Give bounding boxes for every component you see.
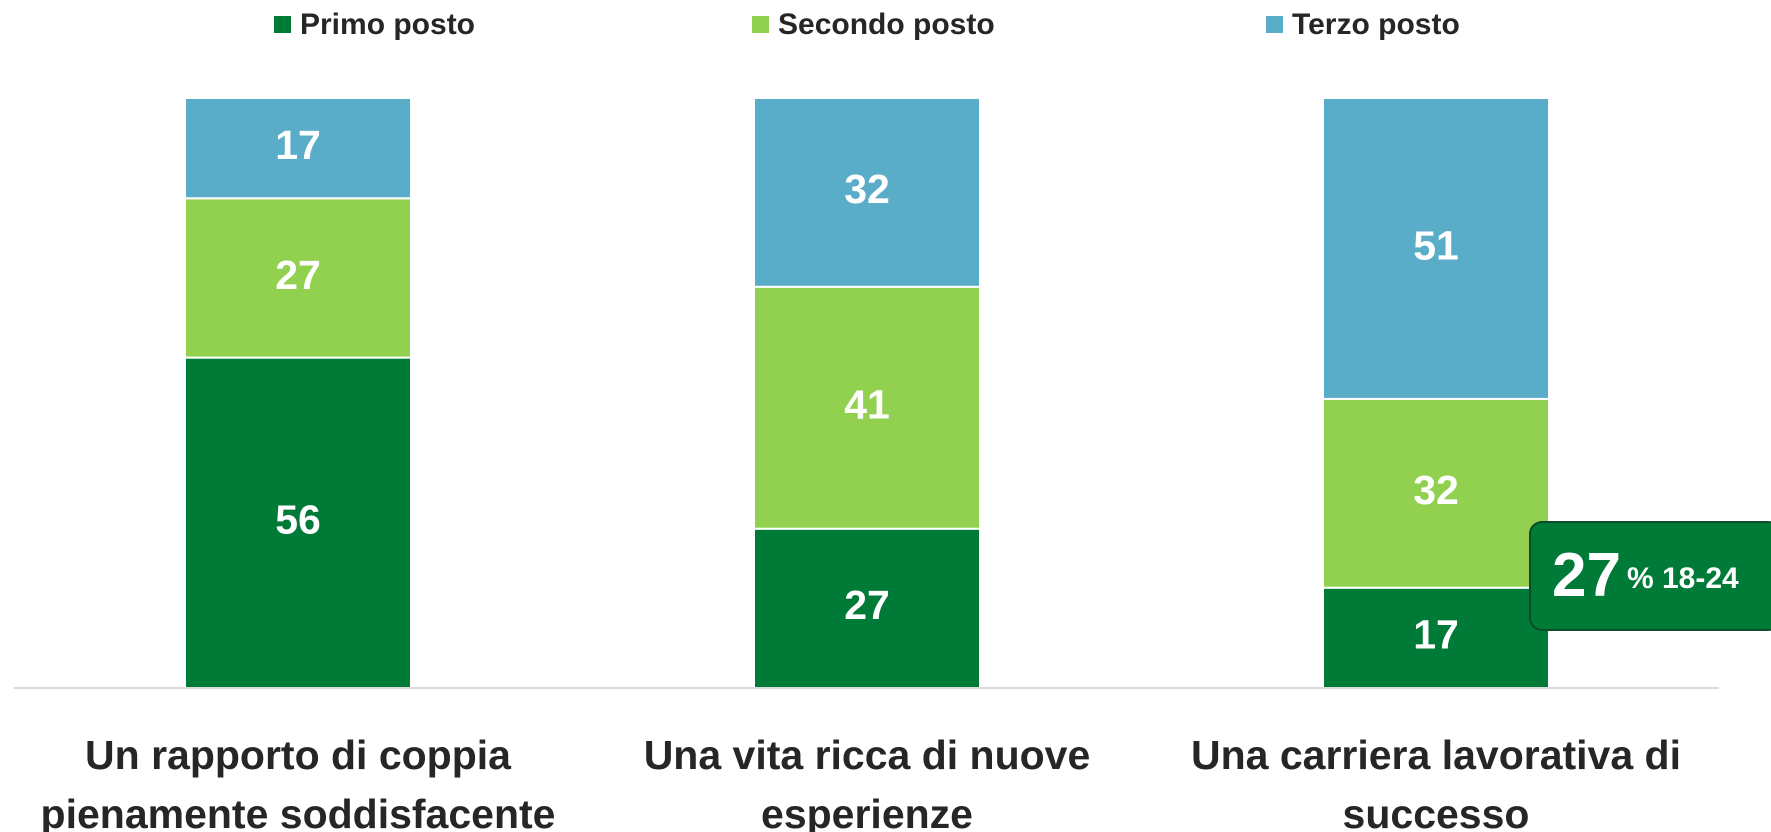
category-label: Un rapporto di coppia pienamente soddisf… bbox=[40, 732, 556, 832]
annotation: 27% 18-24 bbox=[1552, 541, 1739, 610]
data-label: 17 bbox=[275, 122, 321, 168]
annotation-value: 27 bbox=[1552, 541, 1621, 610]
bar-segment bbox=[1322, 97, 1550, 400]
category-label: Una carriera lavorativa di successo bbox=[1191, 732, 1681, 832]
legend-label: Terzo posto bbox=[1292, 8, 1460, 41]
bar-segment bbox=[753, 527, 981, 690]
data-label: 51 bbox=[1413, 222, 1459, 268]
data-label: 27 bbox=[844, 582, 890, 628]
bar-segment bbox=[184, 356, 412, 689]
legend-swatch bbox=[752, 16, 769, 33]
annotation-text: % 18-24 bbox=[1627, 562, 1739, 595]
bar-segment bbox=[184, 197, 412, 359]
bar-segment bbox=[753, 97, 981, 288]
legend-swatch bbox=[1266, 16, 1283, 33]
bar-segment bbox=[184, 97, 412, 200]
data-label: 56 bbox=[275, 497, 321, 543]
data-label: 17 bbox=[1413, 612, 1459, 658]
legend-label: Secondo posto bbox=[778, 8, 995, 41]
legend-label: Primo posto bbox=[300, 8, 475, 41]
annotation-box bbox=[1529, 521, 1771, 631]
data-label: 32 bbox=[1413, 467, 1459, 513]
data-label: 27 bbox=[275, 252, 321, 298]
data-label: 32 bbox=[844, 166, 890, 212]
bar-segment bbox=[1322, 397, 1550, 589]
category-label: Una vita ricca di nuove esperienze bbox=[643, 732, 1091, 832]
legend-swatch bbox=[274, 16, 291, 33]
bar-segment bbox=[753, 285, 981, 530]
data-label: 41 bbox=[844, 382, 890, 428]
